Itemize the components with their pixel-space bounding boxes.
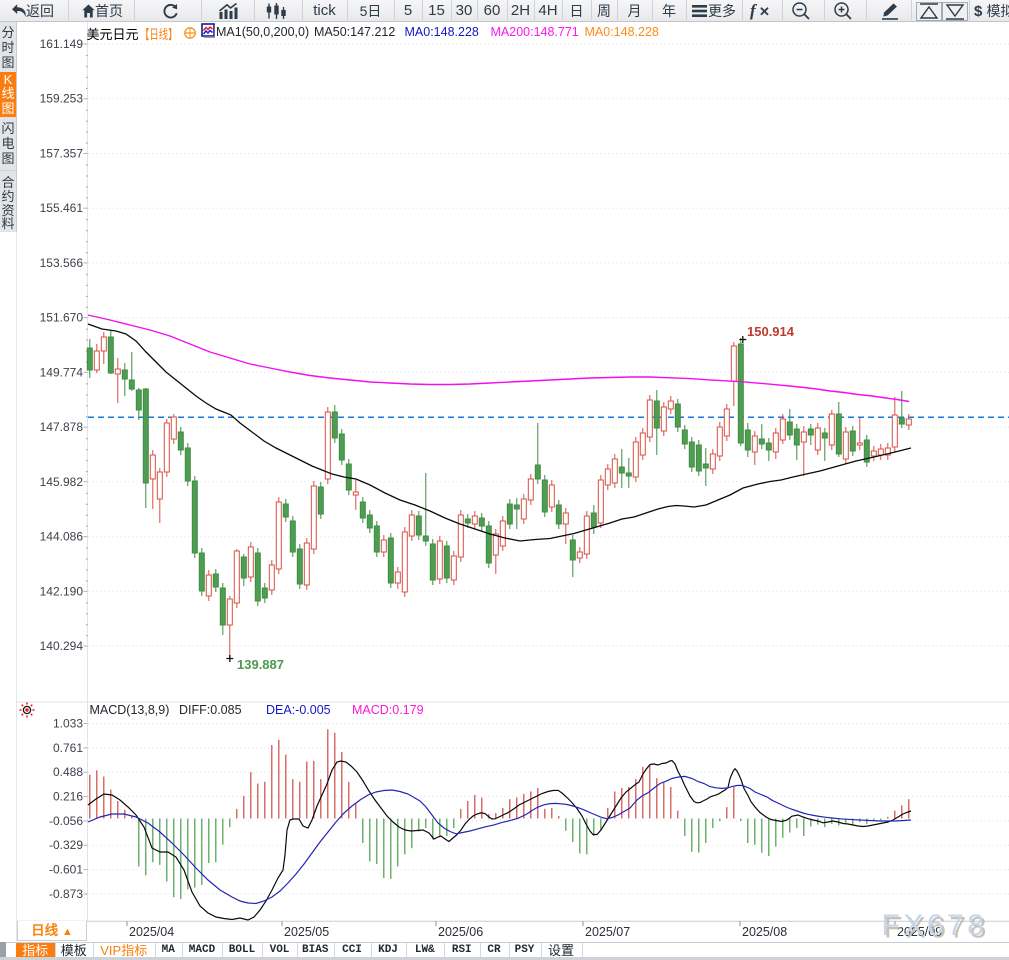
- svg-text:140.294: 140.294: [40, 639, 84, 653]
- svg-text:2025/06: 2025/06: [438, 925, 483, 939]
- svg-text:139.887: 139.887: [237, 657, 284, 672]
- svg-text:144.086: 144.086: [40, 530, 84, 544]
- svg-text:-0.873: -0.873: [49, 887, 83, 901]
- svg-text:142.190: 142.190: [40, 584, 84, 598]
- svg-text:147.878: 147.878: [40, 420, 84, 434]
- svg-text:2025/08: 2025/08: [742, 925, 787, 939]
- svg-text:150.914: 150.914: [747, 324, 795, 339]
- svg-text:151.670: 151.670: [40, 311, 84, 325]
- svg-text:1.033: 1.033: [53, 717, 83, 731]
- svg-text:157.357: 157.357: [40, 147, 84, 161]
- svg-text:2025/09: 2025/09: [897, 925, 942, 939]
- svg-text:159.253: 159.253: [40, 92, 84, 106]
- svg-text:0.488: 0.488: [53, 765, 83, 779]
- svg-text:149.774: 149.774: [40, 365, 84, 379]
- svg-text:2025/05: 2025/05: [284, 925, 329, 939]
- svg-text:-0.601: -0.601: [49, 863, 83, 877]
- svg-text:155.461: 155.461: [40, 201, 84, 215]
- svg-text:2025/07: 2025/07: [585, 925, 630, 939]
- svg-text:2025/04: 2025/04: [129, 925, 174, 939]
- svg-text:-0.329: -0.329: [49, 838, 83, 852]
- svg-text:161.149: 161.149: [40, 37, 84, 51]
- svg-text:-0.056: -0.056: [49, 814, 83, 828]
- svg-text:0.216: 0.216: [53, 790, 83, 804]
- svg-text:153.566: 153.566: [40, 256, 84, 270]
- svg-text:0.761: 0.761: [53, 741, 83, 755]
- svg-text:145.982: 145.982: [40, 475, 84, 489]
- svg-text:FX678: FX678: [882, 909, 988, 942]
- svg-text:FX678: FX678: [884, 912, 990, 945]
